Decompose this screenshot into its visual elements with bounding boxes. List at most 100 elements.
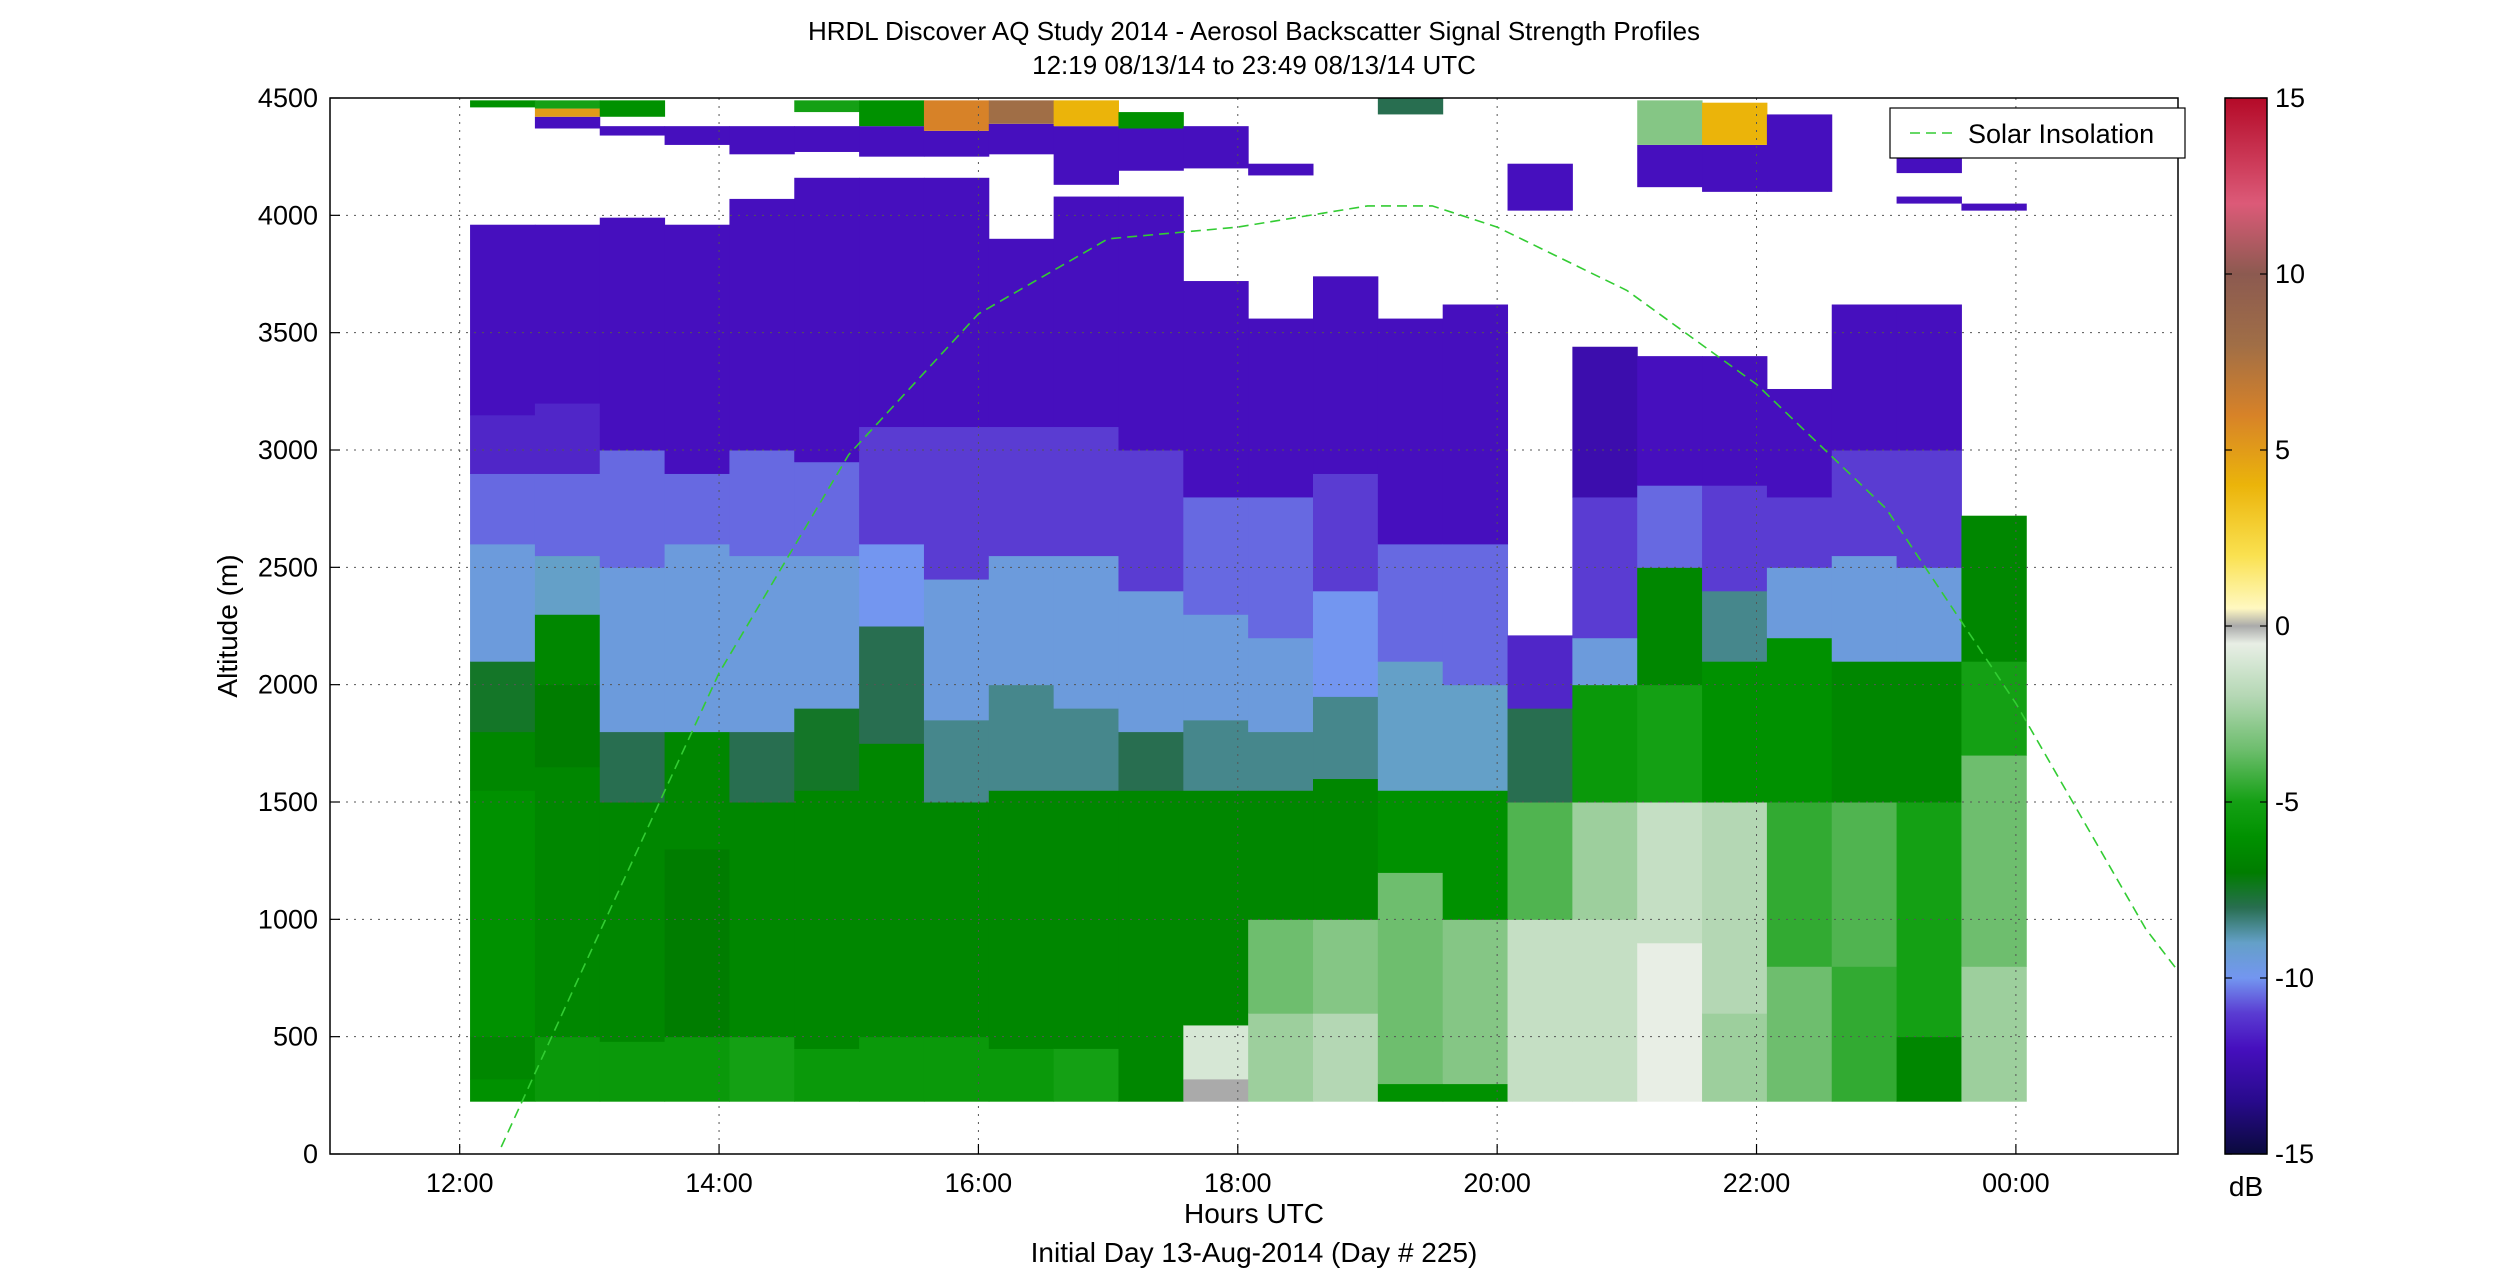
heatmap-cell xyxy=(599,802,666,1042)
heatmap-cell xyxy=(794,708,860,791)
heatmap-cell xyxy=(859,743,925,1038)
heatmap-cell xyxy=(599,217,666,451)
heatmap-cell xyxy=(1896,567,1962,662)
heatmap-cell xyxy=(1053,1048,1119,1102)
heatmap-cell xyxy=(470,224,536,416)
heatmap-cell xyxy=(1637,684,1703,803)
heatmap-cell xyxy=(729,731,795,803)
heatmap-cell xyxy=(1118,731,1184,791)
heatmap-cell-fragment xyxy=(859,100,925,127)
profile-column xyxy=(1377,318,1444,1102)
heatmap-cell-fragment xyxy=(599,126,666,136)
x-tick-label: 16:00 xyxy=(945,1168,1013,1198)
colorbar-tick-label: -15 xyxy=(2275,1139,2314,1169)
heatmap-cell xyxy=(1183,1024,1249,1080)
heatmap-cell xyxy=(1118,790,1184,1102)
heatmap-cell xyxy=(923,426,990,580)
heatmap-cell xyxy=(923,1036,990,1102)
profile-column xyxy=(599,217,666,1102)
heatmap-cell xyxy=(1377,790,1444,873)
heatmap-cell xyxy=(1507,708,1573,803)
y-tick-label: 3500 xyxy=(258,318,318,348)
profile-column xyxy=(1053,196,1119,1102)
heatmap-cell xyxy=(1637,485,1703,568)
heatmap-cell-fragment xyxy=(1377,98,1444,115)
x-tick-label: 22:00 xyxy=(1723,1168,1791,1198)
heatmap-cell xyxy=(1313,276,1379,474)
heatmap-cell-fragment xyxy=(859,126,925,157)
heatmap-cell xyxy=(1442,543,1509,686)
heatmap-cell xyxy=(1053,555,1119,709)
heatmap-cell xyxy=(729,555,795,733)
profile-column xyxy=(1183,281,1249,1102)
y-tick-label: 4500 xyxy=(258,83,318,113)
heatmap-cell xyxy=(664,731,730,850)
profile-column xyxy=(1766,388,1833,1102)
heatmap-cell xyxy=(1637,942,1703,1102)
heatmap-cell xyxy=(599,567,666,733)
heatmap-cell xyxy=(729,450,795,557)
heatmap-cell xyxy=(988,238,1055,428)
heatmap-cell xyxy=(1118,590,1184,733)
heatmap-cell xyxy=(1377,661,1444,791)
heatmap-cell xyxy=(1896,304,1962,451)
heatmap-cell-fragment xyxy=(1702,102,1768,145)
heatmap-cell xyxy=(1118,196,1184,451)
heatmap-cell xyxy=(534,1036,601,1102)
heatmap-cell xyxy=(794,177,860,463)
heatmap-cell xyxy=(1053,790,1119,1049)
heatmap-cell xyxy=(1831,450,1898,557)
heatmap-cell xyxy=(1442,919,1509,1085)
profile-column xyxy=(1572,346,1638,1102)
heatmap-cell xyxy=(664,848,730,1038)
heatmap-cell xyxy=(1507,635,1573,709)
heatmap-cell xyxy=(1896,661,1962,803)
heatmap-cell xyxy=(470,543,536,662)
heatmap-cell xyxy=(1507,802,1573,920)
heatmap-cell xyxy=(1442,304,1509,545)
colorbar-ticks: -15 -10 -5 0 5 10 15 xyxy=(2225,83,2314,1169)
heatmap-cell xyxy=(1702,661,1768,803)
heatmap-cell xyxy=(859,543,925,627)
heatmap-cell-fragment xyxy=(923,100,990,131)
heatmap-cell xyxy=(534,224,601,404)
colorbar-tick-label: -5 xyxy=(2275,787,2299,817)
heatmap-cell xyxy=(1831,802,1898,967)
heatmap-cell xyxy=(729,1036,795,1102)
heatmap-cell xyxy=(470,414,536,474)
profile-column xyxy=(859,177,925,1102)
heatmap-cell-fragment xyxy=(988,123,1055,155)
heatmap-cell xyxy=(470,1036,536,1080)
profile-column xyxy=(794,177,860,1102)
heatmap-cell-fragment xyxy=(664,126,730,145)
heatmap-cell xyxy=(534,555,601,615)
y-tick-label: 4000 xyxy=(258,200,318,230)
x-tick-label: 20:00 xyxy=(1463,1168,1531,1198)
y-tick-label: 1000 xyxy=(258,904,318,934)
profile-column xyxy=(1507,635,1573,1102)
heatmap-cell xyxy=(1313,473,1379,592)
heatmap-cell xyxy=(1377,543,1444,662)
heatmap-cell xyxy=(599,1041,666,1102)
heatmap-cell-fragment xyxy=(534,108,601,117)
heatmap-cell-fragment xyxy=(988,100,1055,124)
x-tick-label: 18:00 xyxy=(1204,1168,1272,1198)
heatmap-cell xyxy=(1313,696,1379,780)
heatmap-cell xyxy=(470,790,536,1038)
profile-column xyxy=(1248,318,1314,1102)
heatmap-cell xyxy=(1766,496,1833,568)
heatmap-cell xyxy=(1896,450,1962,568)
colorbar-tick-label: 0 xyxy=(2275,611,2290,641)
heatmap-cell xyxy=(1183,790,1249,1026)
heatmap-cell xyxy=(1702,802,1768,1014)
heatmap-cell xyxy=(1831,966,1898,1102)
heatmap-cell xyxy=(664,224,730,474)
heatmap-cell xyxy=(1053,196,1119,428)
heatmap-cell xyxy=(1248,637,1314,733)
heatmap-cell xyxy=(1377,872,1444,1085)
heatmap-cell-fragment xyxy=(1961,203,2027,211)
heatmap-cell xyxy=(794,555,860,709)
heatmap-cell xyxy=(534,473,601,557)
heatmap-cell-fragment xyxy=(729,126,795,155)
heatmap-cell xyxy=(1702,1013,1768,1102)
